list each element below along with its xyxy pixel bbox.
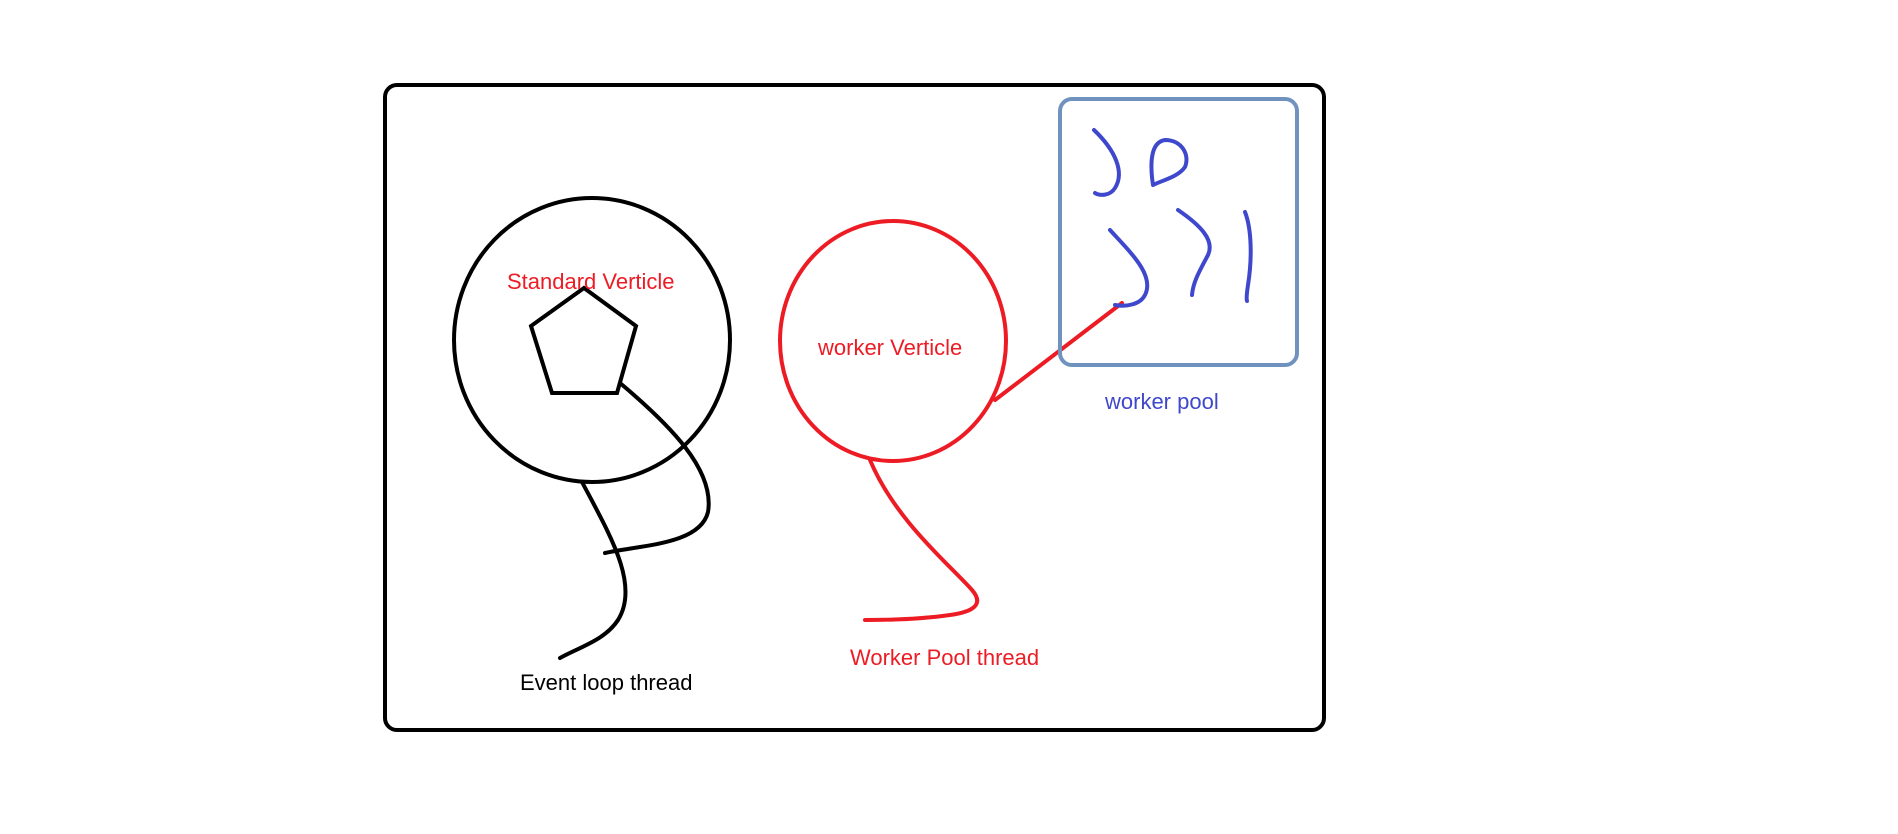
worker-pool-box [1058,97,1299,367]
worker-squiggle-4 [1176,208,1212,297]
event-loop-thread-label: Event loop thread [520,670,692,695]
worker-thread-squiggles [1092,128,1253,308]
standard-verticle-label: Standard Verticle [507,269,675,294]
outer-frame [383,83,1326,732]
worker-pool-thread-label: Worker Pool thread [850,645,1039,670]
worker-verticle-circle [778,219,1008,463]
worker-verticle-label: worker Verticle [817,335,962,360]
pentagon-shape [528,285,639,395]
worker-squiggle-1 [1092,128,1121,197]
worker-squiggle-3 [1108,228,1150,308]
pentagon-thread-connector [603,381,711,555]
event-loop-thread-line [558,480,628,660]
worker-pool-thread-line [863,458,980,622]
worker-squiggle-5 [1243,210,1253,303]
worker-pool-label: worker pool [1104,389,1219,414]
standard-verticle-circle [452,196,732,484]
worker-squiggle-2 [1149,138,1189,187]
